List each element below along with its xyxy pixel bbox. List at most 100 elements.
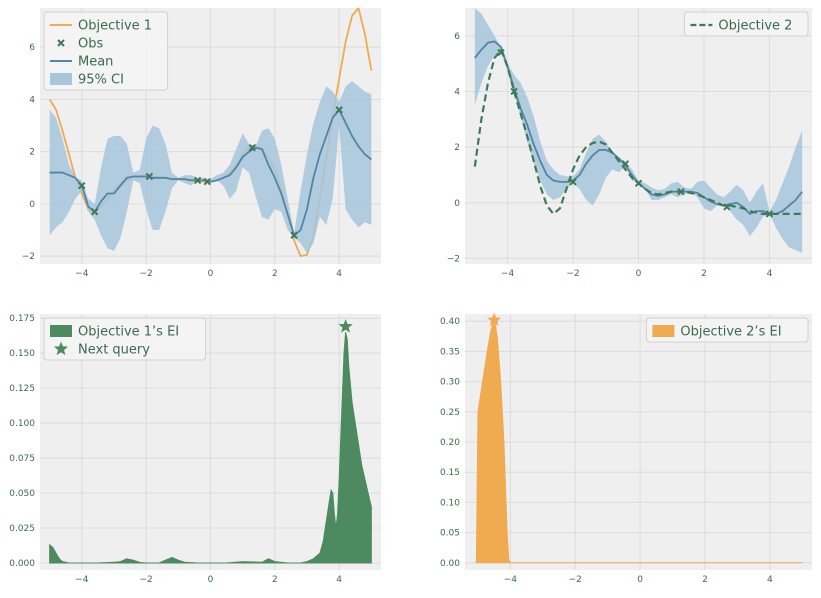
observation-marker (193, 176, 202, 185)
chart-p2: −4 −2 0 2 4 −2 0 2 4 6 Objective 2 (447, 8, 812, 279)
observation-marker (335, 106, 343, 114)
y-tick-label: 0.00 (440, 559, 460, 569)
observation-marker (677, 187, 685, 196)
observation-marker (723, 203, 731, 211)
legend-label: Mean (78, 55, 113, 70)
legend-label: Objective 1’s EI (78, 325, 179, 340)
x-tick-label: 4 (336, 269, 342, 279)
legend-x-marker (57, 39, 65, 47)
y-tick-label: 0.10 (440, 498, 460, 508)
legend-box (43, 11, 169, 91)
y-tick-label: 0.125 (9, 384, 35, 394)
legend-patch-swatch (50, 73, 72, 85)
y-tick-label: 0.100 (9, 419, 35, 429)
legend-label: Objective 1 (78, 19, 152, 34)
observation-marker (90, 208, 99, 216)
y-tick-label: 4 (29, 95, 35, 105)
y-tick-label: 0.40 (440, 317, 460, 327)
x-tick-label: 2 (701, 269, 707, 279)
observation-marker (203, 178, 211, 186)
x-tick-label: 2 (272, 575, 278, 585)
y-tick-label: 0.000 (9, 559, 35, 569)
observation-marker (569, 178, 577, 186)
next-query-star (338, 319, 353, 333)
y-tick-label: 0.150 (9, 349, 35, 359)
x-tick-label: −4 (504, 575, 518, 585)
x-tick-label: 2 (702, 575, 708, 585)
observation-marker (621, 160, 630, 168)
legend-label: Objective 2’s EI (680, 325, 781, 340)
x-tick-label: −4 (75, 269, 89, 279)
series-line (49, 108, 372, 237)
y-tick-label: −2 (447, 254, 460, 264)
observation-marker (497, 48, 505, 57)
next-query-star (487, 312, 502, 327)
x-tick-label: 0 (208, 575, 214, 585)
legend: Objective 1’s EI Next query (43, 317, 207, 361)
x-tick-label: −2 (569, 575, 582, 585)
legend-label: Obs (78, 37, 103, 52)
x-tick-label: 4 (767, 269, 773, 279)
confidence-band (474, 8, 803, 253)
x-tick-label: 2 (272, 269, 278, 279)
chart-p3: −4 −2 0 2 4 0.000 0.025 0.050 0.075 0.100 0.125 0.1… (9, 314, 381, 585)
x-tick-label: 4 (336, 575, 342, 585)
legend-star-marker (53, 341, 69, 356)
y-tick-label: 4 (454, 87, 460, 97)
plot-series (48, 8, 373, 258)
legend-patch-swatch (652, 325, 675, 337)
y-tick-label: 2 (454, 143, 460, 153)
y-tick-label: 0.025 (9, 524, 35, 534)
plot-series (49, 332, 372, 564)
y-tick-label: 6 (29, 43, 35, 53)
y-tick-label: 0.30 (440, 378, 460, 388)
x-tick-label: 4 (767, 575, 773, 585)
legend: Objective 1 Obs Mean 95% CI (43, 11, 169, 91)
y-tick-label: 0.05 (440, 529, 460, 539)
legend-box (43, 317, 207, 361)
y-tick-label: 0.075 (9, 454, 35, 464)
observation-marker (248, 144, 257, 152)
observation-marker (290, 231, 298, 239)
x-tick-label: 0 (208, 269, 214, 279)
y-tick-label: 0.25 (440, 408, 460, 418)
chart-p4: −4 −2 0 2 4 0.00 0.05 0.10 0.15 0.20 0.25 0.30 0.35 0… (440, 312, 812, 585)
y-tick-label: 0.15 (440, 468, 460, 478)
y-tick-label: 0 (29, 200, 35, 210)
observation-marker (78, 181, 86, 190)
x-tick-label: −2 (140, 269, 153, 279)
y-tick-label: 0 (454, 199, 460, 209)
legend-label: 95% CI (78, 73, 124, 88)
observation-marker (634, 179, 643, 188)
legend-label: Next query (78, 343, 150, 358)
y-tick-label: 0.35 (440, 347, 460, 357)
x-tick-label: −4 (501, 269, 515, 279)
chart-p1: −4 −2 0 2 4 −2 0 2 4 6 Objective 1 Obs Mean 95% CI (22, 8, 381, 279)
x-tick-label: −2 (140, 575, 153, 585)
y-tick-label: 0.20 (440, 438, 460, 448)
ei-area (475, 319, 803, 564)
x-tick-label: 0 (637, 575, 643, 585)
y-tick-label: 6 (454, 32, 460, 42)
legend-patch-swatch (50, 325, 72, 337)
plot-series (475, 319, 803, 564)
legend-box (645, 317, 809, 343)
legend-box (683, 11, 809, 37)
y-tick-label: 2 (29, 148, 35, 158)
legend-label: Objective 2 (718, 19, 792, 34)
legend: Objective 2’s EI (645, 317, 809, 343)
confidence-band (49, 81, 372, 254)
legend: Objective 2 (683, 11, 809, 37)
x-tick-label: −4 (75, 575, 89, 585)
observation-marker (765, 210, 774, 218)
y-tick-label: 0.050 (9, 489, 35, 499)
ei-area (49, 332, 372, 564)
observation-marker (510, 87, 518, 96)
plot-series (473, 8, 803, 253)
y-tick-label: −2 (22, 252, 35, 262)
observation-marker (145, 172, 154, 181)
y-tick-label: 0.175 (9, 314, 35, 324)
x-tick-label: 0 (636, 269, 642, 279)
